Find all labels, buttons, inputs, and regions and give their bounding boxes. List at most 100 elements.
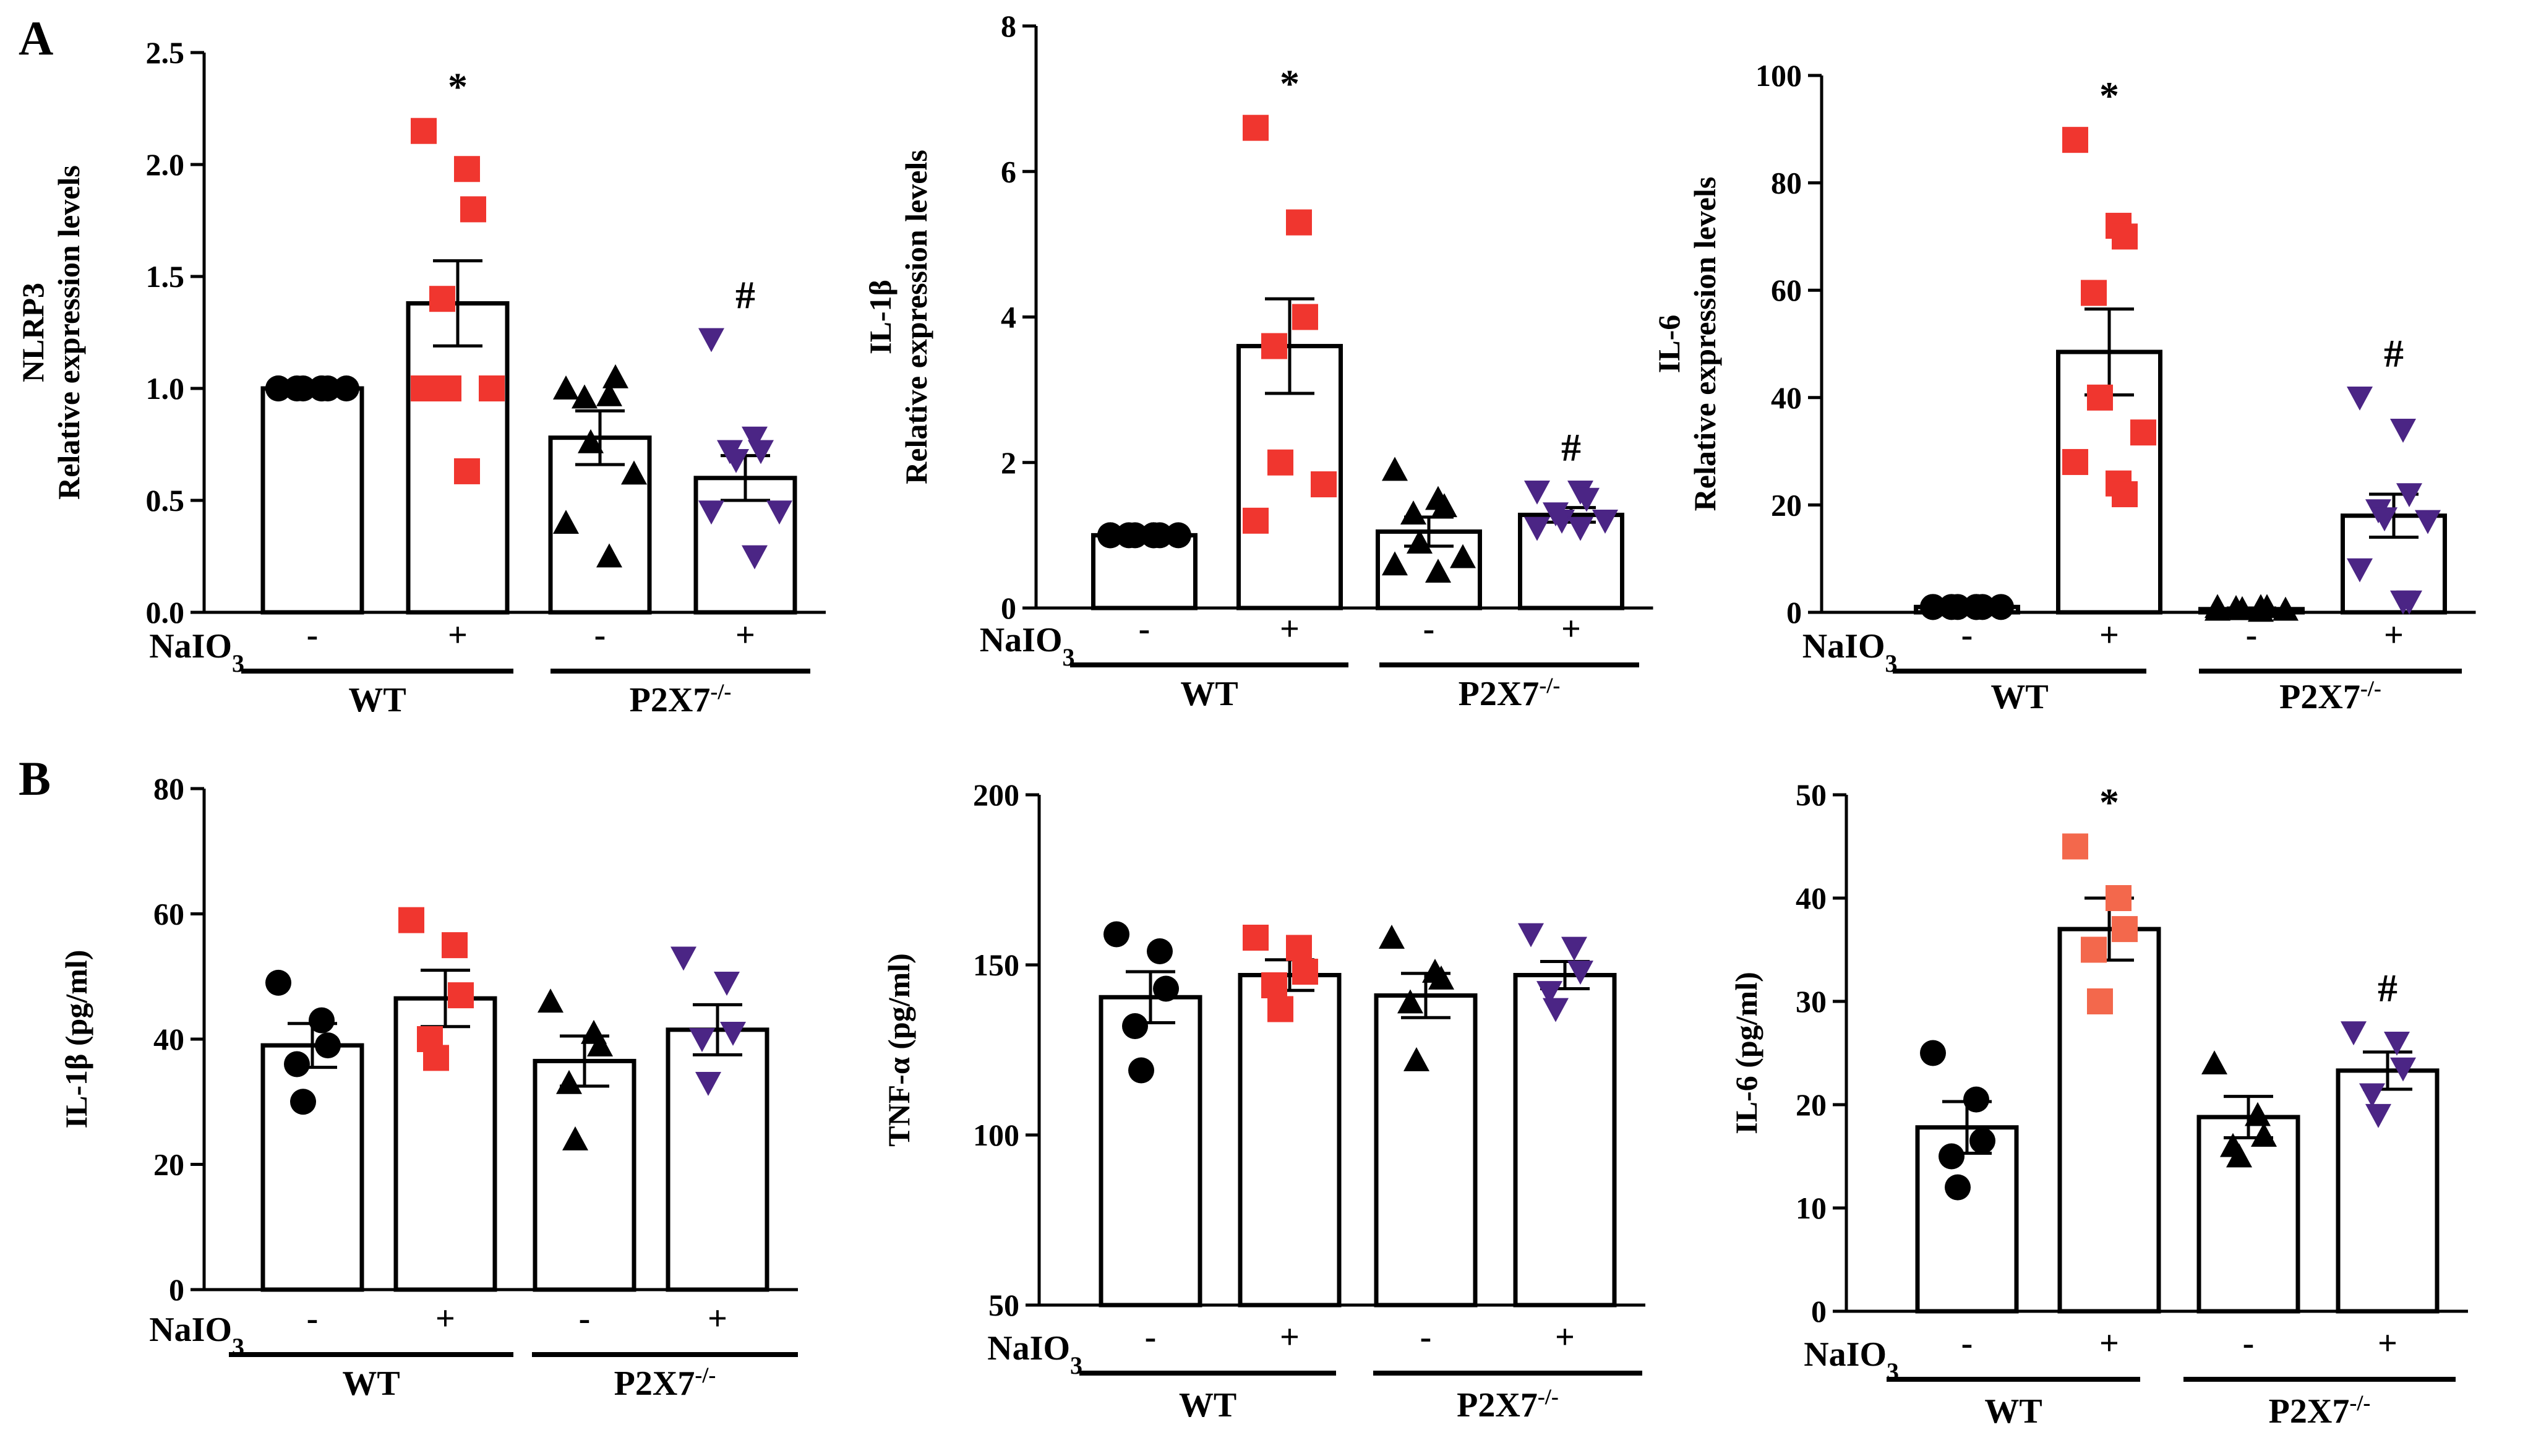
data-point xyxy=(333,375,359,401)
treatment-value: - xyxy=(1145,1318,1157,1356)
data-point xyxy=(742,426,768,451)
data-point xyxy=(2062,833,2088,860)
data-point xyxy=(2347,558,2373,583)
data-point xyxy=(1920,594,1946,620)
data-point xyxy=(1963,1086,1989,1113)
data-point xyxy=(1097,522,1123,549)
y-tick-label: 8 xyxy=(1001,9,1016,43)
y-tick-label: 20 xyxy=(1771,487,1802,522)
chart-2: 0 2 4 6 8 IL-1β Relative expression levels * # Na… xyxy=(863,9,1653,713)
data-point xyxy=(1425,559,1451,583)
data-point xyxy=(2251,1123,2277,1147)
data-point xyxy=(448,982,474,1009)
group-label: P2X7-/- xyxy=(1459,673,1561,713)
data-point xyxy=(1524,480,1550,505)
data-point xyxy=(1518,923,1544,948)
chart-1: 0.0 0.5 1.0 1.5 2.0 2.5 NLRP3 Relative expressi… xyxy=(15,35,826,719)
y-tick-label: 60 xyxy=(153,897,184,931)
y-tick-label: 20 xyxy=(1796,1087,1827,1122)
treatment-value: - xyxy=(2243,1324,2255,1363)
treatment-label: NaIO3 xyxy=(1802,627,1898,677)
y-tick-label: 150 xyxy=(973,948,1019,982)
data-point xyxy=(1267,996,1293,1022)
data-point xyxy=(2201,1050,2227,1075)
y-tick-label: 100 xyxy=(973,1118,1019,1152)
treatment-value: - xyxy=(307,616,319,654)
data-point xyxy=(1243,925,1269,951)
treatment-value: + xyxy=(735,616,755,654)
treatment-value: + xyxy=(448,616,468,654)
y-axis-title: IL-6 xyxy=(1652,315,1686,373)
y-axis-title: TNF-α (pg/ml) xyxy=(881,953,916,1147)
data-point xyxy=(1549,510,1575,534)
data-point xyxy=(578,429,604,453)
data-point xyxy=(742,545,768,570)
treatment-value: - xyxy=(1423,610,1435,648)
data-point xyxy=(1292,959,1318,985)
bar xyxy=(393,996,497,1292)
data-point xyxy=(1165,522,1191,549)
data-point xyxy=(538,988,563,1013)
data-point xyxy=(671,946,696,971)
data-point xyxy=(1400,500,1426,525)
bar xyxy=(1374,993,1478,1308)
treatment-value: - xyxy=(1961,1324,1973,1363)
bar xyxy=(1915,1125,2019,1314)
data-point xyxy=(2365,1103,2391,1128)
data-point xyxy=(1382,551,1408,576)
y-tick-label: 40 xyxy=(153,1022,184,1056)
y-tick-label: 0 xyxy=(1001,591,1016,625)
y-axis-title: IL-1β (pg/ml) xyxy=(59,950,93,1129)
data-point xyxy=(562,1126,588,1150)
chart-5: 50 100 150 200 TNF-α (pg/ml) NaIO3 - + - + WT P2X7-… xyxy=(881,777,1645,1424)
data-point xyxy=(1128,1057,1154,1084)
bar xyxy=(406,301,510,615)
data-point xyxy=(398,907,424,933)
data-point xyxy=(2130,419,2156,446)
data-point xyxy=(1379,925,1405,949)
data-point xyxy=(1103,921,1129,948)
data-point xyxy=(435,375,461,401)
data-point xyxy=(454,458,480,484)
data-point xyxy=(1122,1013,1148,1039)
data-point xyxy=(689,1028,715,1052)
treatment-label: NaIO3 xyxy=(149,627,244,677)
superscript: -/- xyxy=(710,679,731,704)
data-point xyxy=(2062,127,2088,153)
group-label: WT xyxy=(348,681,406,719)
superscript: -/- xyxy=(2349,1390,2370,1415)
y-tick-label: 40 xyxy=(1796,881,1827,915)
data-point xyxy=(1963,594,1989,620)
data-point xyxy=(479,375,505,401)
group-label: WT xyxy=(1180,675,1238,713)
data-point xyxy=(1431,493,1457,518)
y-tick-label: 30 xyxy=(1796,984,1827,1019)
y-tick-label: 0.5 xyxy=(146,483,185,518)
data-point xyxy=(2245,1102,2271,1126)
data-point xyxy=(2081,280,2107,306)
data-point xyxy=(572,384,598,409)
bar xyxy=(2196,1115,2300,1314)
treatment-value: - xyxy=(2246,616,2258,654)
data-point xyxy=(2372,507,2397,532)
data-point xyxy=(1122,522,1148,549)
data-point xyxy=(1243,114,1269,141)
y-tick-label: 50 xyxy=(988,1288,1019,1322)
treatment-value: - xyxy=(579,1300,591,1338)
data-point xyxy=(2205,596,2230,621)
data-point xyxy=(720,1022,746,1046)
data-point xyxy=(1382,456,1408,481)
treatment-value: + xyxy=(1280,1318,1300,1356)
treatment-value: + xyxy=(1555,1318,1575,1356)
bar xyxy=(260,386,364,615)
data-point xyxy=(290,1089,316,1115)
y-tick-label: 2.5 xyxy=(146,35,185,70)
data-point xyxy=(309,375,335,401)
y-axis-title: NLRP3 xyxy=(15,283,50,382)
data-point xyxy=(2248,597,2274,622)
y-tick-label: 0.0 xyxy=(146,595,185,630)
y-tick-label: 50 xyxy=(1796,777,1827,812)
data-point xyxy=(2273,596,2299,621)
data-point xyxy=(411,118,437,144)
